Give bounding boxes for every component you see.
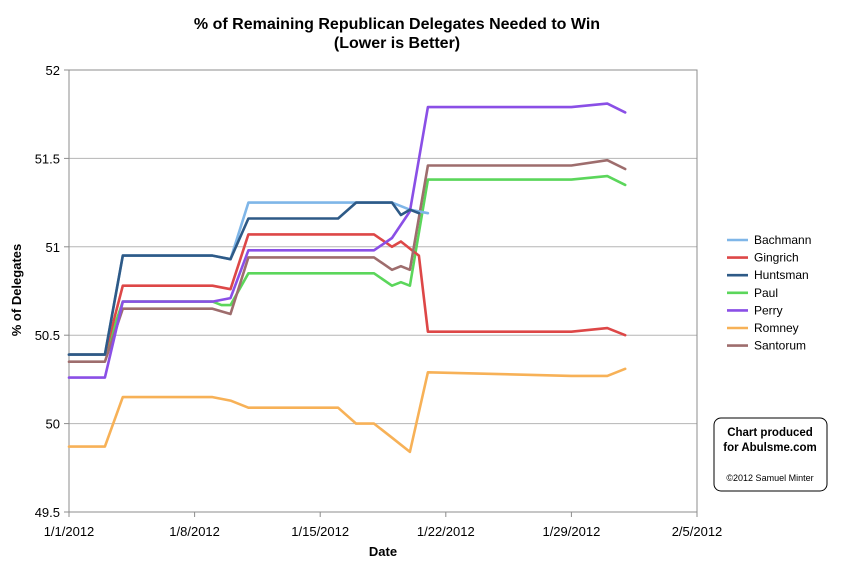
series-line-huntsman: [67, 201, 421, 356]
y-tick-label: 50.5: [35, 328, 60, 343]
gridlines: [69, 157, 697, 425]
chart-subtitle: (Lower is Better): [334, 35, 460, 52]
series-line-romney: [67, 367, 627, 454]
legend-label-gingrich: Gingrich: [754, 251, 799, 265]
legend-label-paul: Paul: [754, 286, 778, 300]
credit-box: Chart produced for Abulsme.com ©2012 Sam…: [713, 417, 828, 492]
legend-label-santorum: Santorum: [754, 339, 806, 353]
legend-label-perry: Perry: [754, 303, 783, 317]
series-line-bachmann: [67, 201, 430, 356]
x-tick-label: 2/5/2012: [672, 524, 723, 539]
series-line-santorum: [67, 158, 627, 364]
x-tick-label: 1/22/2012: [417, 524, 475, 539]
credit-line-2: for Abulsme.com: [723, 442, 817, 454]
plot-area: [68, 69, 698, 513]
x-tick-label: 1/1/2012: [44, 524, 95, 539]
axis-ticks: 49.5 50 50.5 51 51.5 52 1/1/2012 1/8/2012 1/15/2…: [35, 63, 723, 539]
legend-label-huntsman: Huntsman: [754, 268, 809, 282]
y-axis-label: % of Delegates: [9, 244, 24, 336]
legend-label-bachmann: Bachmann: [754, 233, 811, 247]
series-lines: [67, 102, 627, 454]
x-tick-label: 1/8/2012: [169, 524, 220, 539]
y-tick-label: 49.5: [35, 505, 60, 520]
y-tick-label: 52: [46, 63, 60, 78]
credit-line-1: Chart produced: [727, 427, 813, 439]
credit-box-frame: [713, 417, 828, 492]
credit-copyright: ©2012 Samuel Minter: [726, 473, 813, 483]
series-line-gingrich: [67, 233, 627, 356]
y-tick-label: 50: [46, 417, 60, 432]
x-tick-label: 1/15/2012: [291, 524, 349, 539]
series-line-perry: [67, 102, 627, 379]
chart-title: % of Remaining Republican Delegates Need…: [194, 16, 600, 33]
x-tick-label: 1/29/2012: [542, 524, 600, 539]
legend-label-romney: Romney: [754, 321, 799, 335]
legend: Bachmann Gingrich Huntsman Paul Perry Romney S…: [727, 233, 811, 353]
y-tick-label: 51: [46, 240, 60, 255]
x-axis-label: Date: [369, 544, 397, 559]
y-tick-label: 51.5: [35, 151, 60, 166]
